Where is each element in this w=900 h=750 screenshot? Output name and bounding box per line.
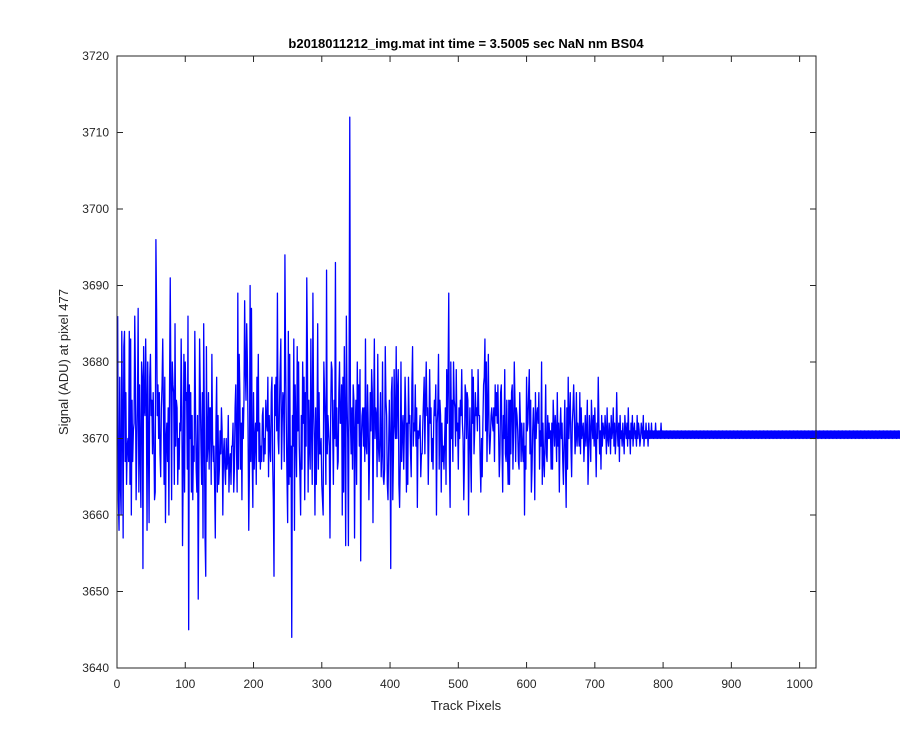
series-layer	[117, 116, 900, 639]
x-axis-label: Track Pixels	[431, 698, 502, 713]
y-tick-label: 3690	[82, 279, 109, 293]
x-tick-label: 700	[585, 677, 605, 691]
plot-area	[117, 56, 816, 668]
y-tick-label: 3680	[82, 355, 109, 369]
x-tick-label: 100	[175, 677, 195, 691]
x-tick-label: 900	[721, 677, 741, 691]
y-tick-label: 3670	[82, 432, 109, 446]
x-axis-ticks: 0 100 200 300 400 500 600 700 800 900 1000	[114, 56, 813, 691]
y-tick-label: 3710	[82, 126, 109, 140]
x-tick-label: 500	[448, 677, 468, 691]
series-line-0	[117, 116, 900, 639]
y-tick-label: 3700	[82, 202, 109, 216]
y-tick-label: 3720	[82, 49, 109, 63]
x-tick-label: 0	[114, 677, 121, 691]
x-tick-label: 800	[653, 677, 673, 691]
x-tick-label: 1000	[786, 677, 813, 691]
x-tick-label: 400	[380, 677, 400, 691]
x-tick-label: 600	[517, 677, 537, 691]
y-tick-label: 3650	[82, 585, 109, 599]
y-axis-ticks: 3640 3650 3660 3670 3680 3690 3700 3710 3720	[82, 49, 816, 675]
x-tick-label: 300	[312, 677, 332, 691]
y-axis-label: Signal (ADU) at pixel 477	[56, 289, 71, 435]
y-tick-label: 3640	[82, 661, 109, 675]
x-tick-label: 200	[244, 677, 264, 691]
chart-title: b2018011212_img.mat int time = 3.5005 se…	[288, 36, 644, 51]
y-tick-label: 3660	[82, 508, 109, 522]
